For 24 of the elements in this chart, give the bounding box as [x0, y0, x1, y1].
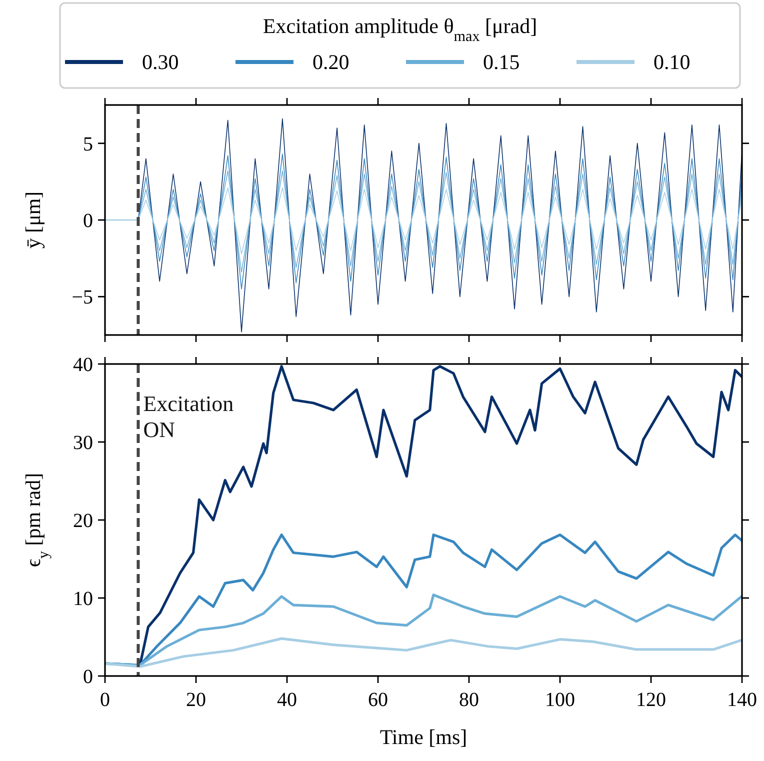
ref-line-label: Excitation ON: [143, 391, 234, 442]
x-tick-label: 60: [368, 689, 388, 711]
y-tick-label: 10: [73, 588, 93, 610]
x-tick-label: 140: [727, 689, 757, 711]
x-tick-label: 0: [100, 689, 110, 711]
y-tick-label: 0: [83, 210, 93, 232]
legend-label: 0.30: [142, 50, 179, 74]
y-tick-label: −5: [72, 286, 93, 309]
x-tick-label: 40: [277, 689, 297, 711]
y-tick-label: 5: [83, 133, 93, 156]
y-tick-label: 30: [73, 432, 93, 454]
y-tick-label: 20: [73, 510, 93, 532]
legend-label: 0.15: [483, 50, 520, 74]
x-axis-title: Time [ms]: [380, 725, 468, 749]
x-tick-label: 80: [459, 689, 479, 711]
legend-label: 0.20: [312, 50, 350, 74]
legend-label: 0.10: [654, 50, 690, 74]
y-tick-label: 40: [73, 354, 93, 376]
x-tick-label: 120: [636, 689, 666, 711]
x-tick-label: 100: [545, 689, 575, 711]
y-axis-title: ȳ [μm]: [21, 191, 45, 249]
y-tick-label: 0: [83, 666, 93, 688]
legend-title: Excitation amplitude θ$_{max}$ [μrad]: [262, 14, 538, 45]
x-tick-label: 20: [186, 689, 206, 711]
